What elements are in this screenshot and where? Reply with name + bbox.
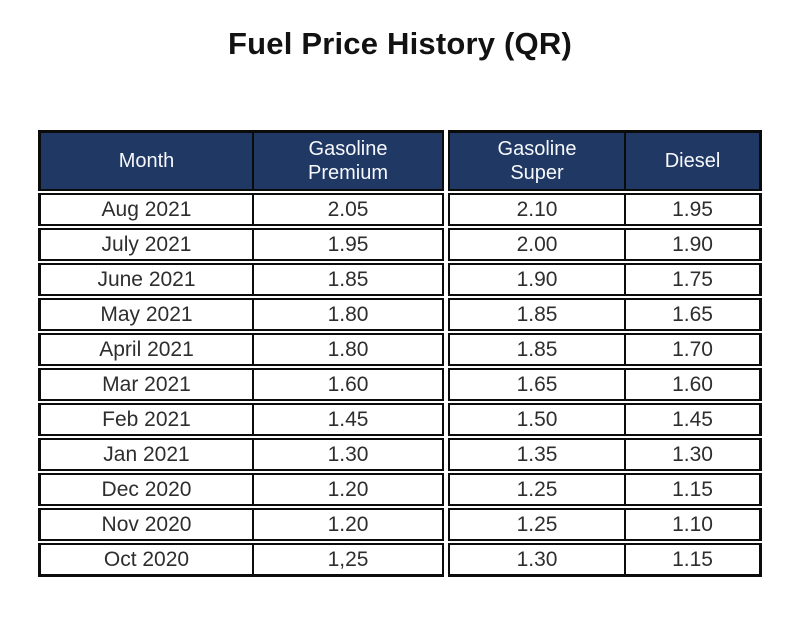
column-gutter — [444, 263, 448, 296]
super-cell: 1.25 — [448, 508, 626, 541]
diesel-cell: 1.60 — [626, 368, 762, 401]
column-gutter — [444, 298, 448, 331]
super-cell: 1.30 — [448, 543, 626, 577]
super-cell: 2.00 — [448, 228, 626, 261]
super-cell: 1.65 — [448, 368, 626, 401]
super-cell: 1.85 — [448, 298, 626, 331]
column-gutter — [444, 438, 448, 471]
month-cell: April 2021 — [38, 333, 254, 366]
diesel-cell: 1.45 — [626, 403, 762, 436]
diesel-cell: 1.75 — [626, 263, 762, 296]
column-gutter — [444, 403, 448, 436]
month-cell: Feb 2021 — [38, 403, 254, 436]
fuel-price-table: Month Gasoline Premium Gasoline Super Di… — [38, 128, 762, 579]
table-row: May 2021 1.80 1.85 1.65 — [38, 298, 762, 331]
premium-cell: 2.05 — [254, 193, 444, 226]
premium-cell: 1.80 — [254, 333, 444, 366]
premium-cell: 1.85 — [254, 263, 444, 296]
column-gutter — [444, 473, 448, 506]
diesel-cell: 1.30 — [626, 438, 762, 471]
table-row: Oct 2020 1,25 1.30 1.15 — [38, 543, 762, 577]
super-cell: 1.50 — [448, 403, 626, 436]
column-gutter — [444, 228, 448, 261]
header-month: Month — [38, 130, 254, 191]
table-row: Nov 2020 1.20 1.25 1.10 — [38, 508, 762, 541]
premium-cell: 1.95 — [254, 228, 444, 261]
month-cell: Dec 2020 — [38, 473, 254, 506]
premium-cell: 1.80 — [254, 298, 444, 331]
month-cell: Nov 2020 — [38, 508, 254, 541]
diesel-cell: 1.10 — [626, 508, 762, 541]
month-cell: Aug 2021 — [38, 193, 254, 226]
premium-cell: 1.30 — [254, 438, 444, 471]
super-cell: 2.10 — [448, 193, 626, 226]
super-cell: 1.85 — [448, 333, 626, 366]
table-row: Mar 2021 1.60 1.65 1.60 — [38, 368, 762, 401]
month-cell: Jan 2021 — [38, 438, 254, 471]
table-row: Dec 2020 1.20 1.25 1.15 — [38, 473, 762, 506]
diesel-cell: 1.15 — [626, 473, 762, 506]
premium-cell: 1,25 — [254, 543, 444, 577]
column-gutter — [444, 368, 448, 401]
column-gutter — [444, 543, 448, 577]
table-header-row: Month Gasoline Premium Gasoline Super Di… — [38, 130, 762, 191]
diesel-cell: 1.70 — [626, 333, 762, 366]
super-cell: 1.35 — [448, 438, 626, 471]
column-gutter — [444, 193, 448, 226]
page-title: Fuel Price History (QR) — [228, 26, 572, 61]
month-cell: June 2021 — [38, 263, 254, 296]
table-row: Feb 2021 1.45 1.50 1.45 — [38, 403, 762, 436]
table-row: June 2021 1.85 1.90 1.75 — [38, 263, 762, 296]
month-cell: Mar 2021 — [38, 368, 254, 401]
table-row: July 2021 1.95 2.00 1.90 — [38, 228, 762, 261]
diesel-cell: 1.65 — [626, 298, 762, 331]
premium-cell: 1.20 — [254, 473, 444, 506]
premium-cell: 1.20 — [254, 508, 444, 541]
table-row: April 2021 1.80 1.85 1.70 — [38, 333, 762, 366]
column-gutter — [444, 333, 448, 366]
column-gutter — [444, 130, 448, 191]
diesel-cell: 1.15 — [626, 543, 762, 577]
header-gasoline-premium: Gasoline Premium — [254, 130, 444, 191]
header-gasoline-super: Gasoline Super — [448, 130, 626, 191]
super-cell: 1.25 — [448, 473, 626, 506]
month-cell: Oct 2020 — [38, 543, 254, 577]
diesel-cell: 1.90 — [626, 228, 762, 261]
column-gutter — [444, 508, 448, 541]
month-cell: July 2021 — [38, 228, 254, 261]
table-row: Aug 2021 2.05 2.10 1.95 — [38, 193, 762, 226]
table-row: Jan 2021 1.30 1.35 1.30 — [38, 438, 762, 471]
month-cell: May 2021 — [38, 298, 254, 331]
premium-cell: 1.60 — [254, 368, 444, 401]
premium-cell: 1.45 — [254, 403, 444, 436]
diesel-cell: 1.95 — [626, 193, 762, 226]
super-cell: 1.90 — [448, 263, 626, 296]
header-diesel: Diesel — [626, 130, 762, 191]
